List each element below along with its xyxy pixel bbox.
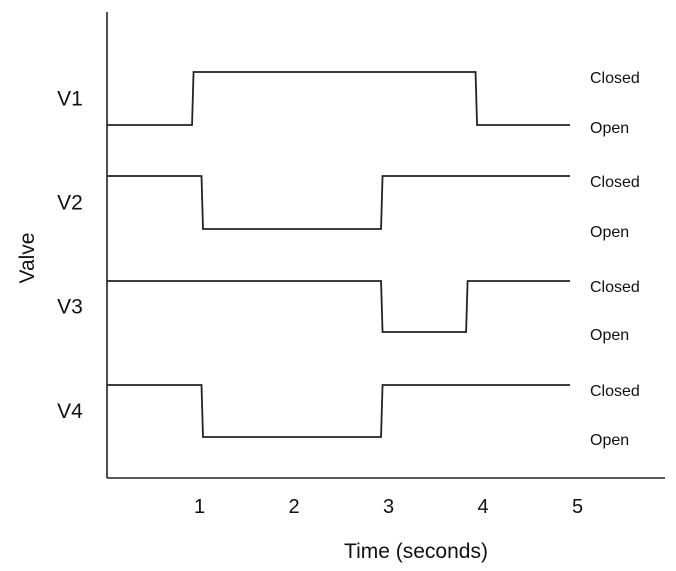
valve-labels: V1 V2 V3 V4 — [57, 88, 83, 424]
x-tick-label-3: 3 — [383, 496, 394, 518]
valve-label-v1: V1 — [57, 88, 83, 111]
x-tick-label-2: 2 — [288, 496, 299, 518]
series-line-v3 — [107, 280, 571, 333]
state-label-closed-v4: Closed — [590, 383, 640, 400]
x-tick-label-1: 1 — [194, 496, 205, 518]
state-label-open-v2: Open — [590, 224, 629, 241]
state-label-closed-v1: Closed — [590, 70, 640, 87]
state-labels: Closed Open Closed Open Closed Open Closed Open — [590, 70, 640, 449]
x-tick-labels: 1 2 3 4 5 — [194, 496, 583, 518]
state-label-closed-v2: Closed — [590, 174, 640, 191]
x-tick-label-5: 5 — [572, 496, 583, 518]
state-label-open-v1: Open — [590, 120, 629, 137]
state-label-open-v3: Open — [590, 327, 629, 344]
series-line-v2 — [107, 175, 571, 230]
series-line-v1 — [107, 71, 571, 126]
valve-label-v4: V4 — [57, 400, 83, 423]
valve-label-v3: V3 — [57, 296, 83, 319]
x-tick-label-4: 4 — [477, 496, 488, 518]
y-axis-title: Valve — [16, 233, 39, 284]
series-layer — [107, 71, 571, 438]
series-line-v4 — [107, 384, 571, 438]
state-label-closed-v3: Closed — [590, 279, 640, 296]
axes — [106, 12, 665, 479]
valve-label-v2: V2 — [57, 192, 83, 215]
x-axis-title: Time (seconds) — [344, 540, 488, 563]
state-label-open-v4: Open — [590, 432, 629, 449]
